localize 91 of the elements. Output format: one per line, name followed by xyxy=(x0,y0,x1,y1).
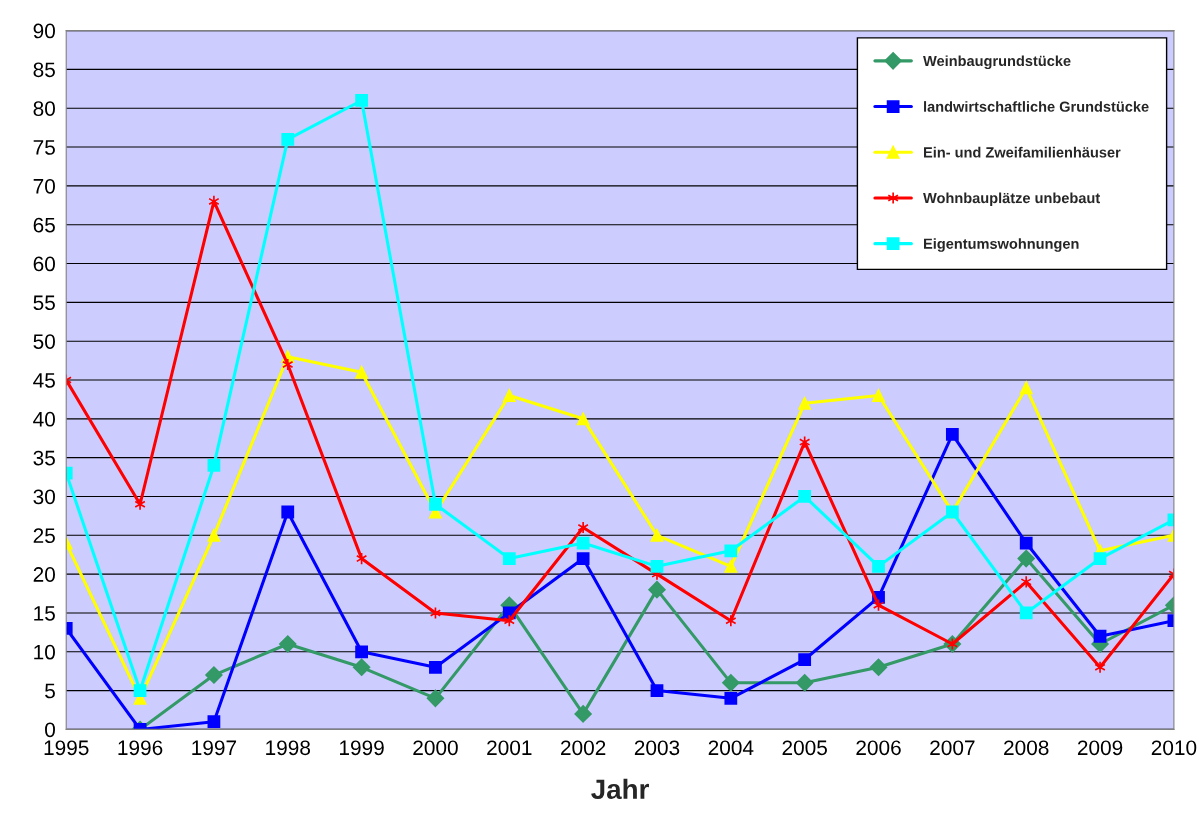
point xyxy=(355,365,368,379)
y-tick-label: 75 xyxy=(33,140,55,155)
x-tick-label: 2006 xyxy=(856,740,901,756)
point xyxy=(355,94,368,107)
point xyxy=(429,497,442,511)
legend-label: Weinbaugrundstücke xyxy=(923,55,1071,70)
point xyxy=(577,521,589,534)
x-tick-label: 2000 xyxy=(413,740,458,756)
point xyxy=(1019,606,1033,620)
point xyxy=(724,559,738,573)
point xyxy=(650,559,664,573)
point xyxy=(576,412,590,426)
point xyxy=(722,674,740,692)
point xyxy=(1019,536,1033,550)
point xyxy=(648,580,666,599)
point xyxy=(869,658,888,676)
point xyxy=(724,691,738,705)
point xyxy=(725,614,737,628)
point xyxy=(207,715,221,729)
point xyxy=(650,684,664,697)
point xyxy=(798,490,812,503)
point xyxy=(133,684,147,697)
y-tick-label: 0 xyxy=(45,722,55,738)
y-tick-label: 45 xyxy=(33,373,55,388)
x-tick-label: 1996 xyxy=(118,740,163,756)
point xyxy=(724,544,738,558)
point xyxy=(795,674,814,692)
point xyxy=(281,132,295,146)
x-tick-label: 2007 xyxy=(930,740,975,756)
x-axis-title: Jahr xyxy=(591,778,649,800)
y-tick-label: 55 xyxy=(33,295,55,311)
point xyxy=(503,614,515,628)
point xyxy=(1093,629,1107,643)
x-tick-label: 1995 xyxy=(44,740,89,756)
y-tick-label: 60 xyxy=(33,256,55,272)
y-tick-label: 10 xyxy=(34,644,55,660)
point xyxy=(426,689,445,708)
y-tick-label: 15 xyxy=(34,606,55,621)
point xyxy=(1019,381,1033,395)
x-tick-label: 2009 xyxy=(1077,740,1123,756)
x-tick-label: 1999 xyxy=(340,740,384,756)
y-tick-label: 80 xyxy=(33,101,55,116)
point xyxy=(1020,575,1032,589)
point xyxy=(872,389,885,402)
x-tick-label: 2004 xyxy=(708,740,754,756)
y-tick-label: 40 xyxy=(33,411,55,427)
x-tick-label: 1997 xyxy=(192,740,237,756)
y-tick-label: 65 xyxy=(33,217,55,233)
y-tick-label: 50 xyxy=(33,334,55,349)
y-tick-label: 20 xyxy=(33,567,55,582)
point xyxy=(650,528,664,542)
y-tick-label: 85 xyxy=(33,62,55,78)
x-tick-label: 2002 xyxy=(561,740,606,756)
y-tick-label: 5 xyxy=(45,683,55,699)
point xyxy=(945,427,959,441)
point xyxy=(207,528,221,542)
y-tick-label: 30 xyxy=(33,489,55,505)
legend-label: landwirtschaftliche Grundstücke xyxy=(924,101,1149,112)
point xyxy=(207,459,221,472)
point xyxy=(281,505,295,519)
point xyxy=(1094,660,1106,674)
x-tick-label: 2005 xyxy=(782,740,827,756)
point xyxy=(1093,552,1107,565)
point xyxy=(205,666,223,684)
legend-label: Ein- und Zweifamilienhäuser xyxy=(924,146,1121,158)
point xyxy=(574,705,592,723)
point xyxy=(798,653,812,666)
point xyxy=(355,645,368,659)
point xyxy=(208,195,220,208)
point xyxy=(134,497,146,511)
y-tick-label: 70 xyxy=(33,178,55,194)
point xyxy=(502,389,516,402)
point xyxy=(429,660,442,674)
legend-label: Wohnbauplätze unbebaut xyxy=(923,192,1101,207)
y-tick-label: 25 xyxy=(33,528,55,544)
y-tick-label: 35 xyxy=(33,450,55,466)
x-tick-label: 2008 xyxy=(1004,740,1049,756)
point xyxy=(576,552,590,565)
point xyxy=(502,552,516,565)
x-tick-label: 2001 xyxy=(487,740,532,756)
point xyxy=(872,559,885,573)
point xyxy=(279,635,297,653)
x-tick-label: 1998 xyxy=(266,740,311,756)
x-tick-label: 2003 xyxy=(634,740,680,756)
point xyxy=(1017,549,1035,568)
x-tick-label: 2010 xyxy=(1151,740,1197,756)
point xyxy=(576,536,590,550)
point xyxy=(798,396,812,410)
point xyxy=(352,658,371,676)
y-tick-label: 90 xyxy=(33,23,55,39)
legend-label: Eigentumswohnungen xyxy=(924,238,1079,252)
